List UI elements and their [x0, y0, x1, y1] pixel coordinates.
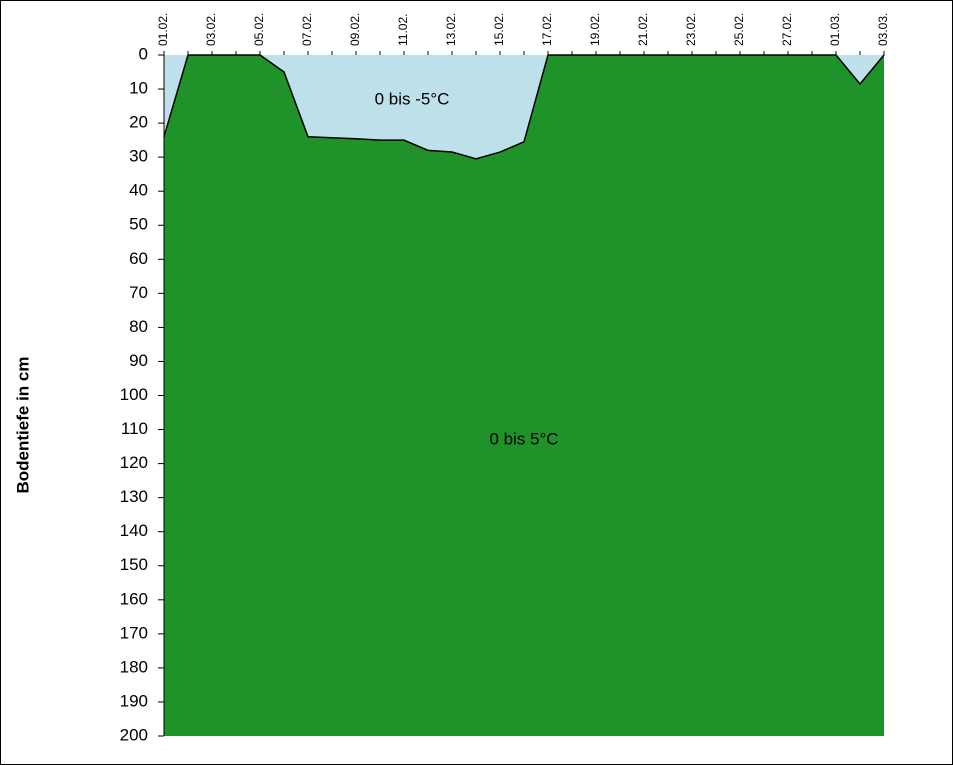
x-tick-label: 09.02.	[348, 13, 362, 46]
x-tick-label: 17.02.	[540, 13, 554, 46]
y-tick-label: 190	[120, 691, 148, 710]
y-tick-label: 110	[121, 419, 148, 438]
y-tick-label: 60	[129, 249, 148, 268]
y-tick-label: 170	[120, 623, 148, 642]
y-tick-label: 100	[120, 385, 148, 404]
x-tick-label: 05.02.	[252, 13, 266, 46]
y-tick-label: 120	[120, 453, 148, 472]
y-tick-label: 10	[129, 79, 148, 98]
y-tick-label: 140	[120, 521, 148, 540]
y-tick-label: 30	[129, 147, 148, 166]
x-tick-label: 19.02.	[588, 13, 602, 46]
y-tick-label: 40	[129, 181, 148, 200]
plot-area	[163, 54, 885, 736]
x-tick-label: 01.02.	[156, 13, 170, 46]
y-tick-label: 0	[139, 44, 148, 63]
y-tick-label: 130	[120, 487, 148, 506]
x-tick-label: 21.02.	[636, 13, 650, 46]
y-tick-label: 200	[120, 725, 148, 744]
area-above	[164, 55, 884, 159]
x-tick-label: 03.03.	[876, 13, 890, 46]
y-tick-label: 180	[120, 657, 148, 676]
y-tick-label: 20	[129, 113, 148, 132]
y-tick-label: 50	[129, 215, 148, 234]
y-axis-label: Bodentiefe in cm	[13, 357, 32, 494]
x-tick-label: 11.02.	[396, 14, 410, 46]
x-tick-label: 23.02.	[684, 13, 698, 46]
x-tick-label: 13.02.	[444, 13, 458, 46]
x-tick-label: 27.02.	[780, 13, 794, 46]
y-tick-label: 70	[129, 283, 148, 302]
x-tick-label: 01.03.	[828, 13, 842, 46]
x-tick-label: 25.02.	[732, 13, 746, 46]
y-tick-label: 80	[129, 317, 148, 336]
x-tick-label: 07.02.	[300, 13, 314, 46]
area-below	[164, 55, 884, 736]
y-tick-label: 90	[129, 351, 148, 370]
y-tick-label: 160	[120, 589, 148, 608]
annotation: 0 bis 5°C	[489, 429, 558, 448]
annotation: 0 bis -5°C	[375, 89, 450, 108]
y-tick-label: 150	[120, 555, 148, 574]
x-tick-label: 03.02.	[204, 13, 218, 46]
x-tick-label: 15.02.	[492, 13, 506, 46]
